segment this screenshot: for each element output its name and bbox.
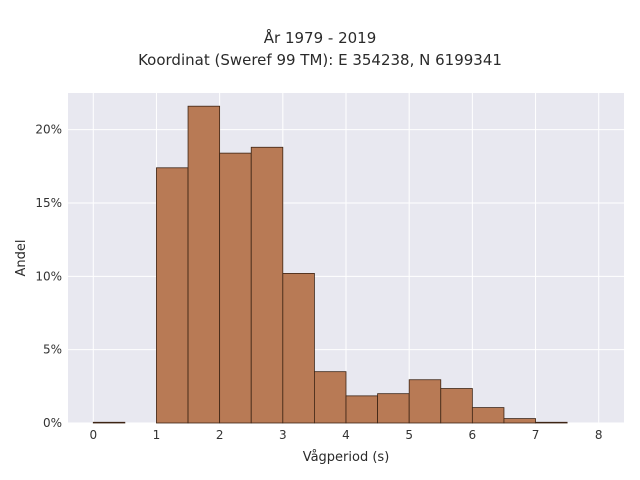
x-tick-label: 2 [216, 428, 224, 442]
histogram-bar [377, 393, 410, 424]
histogram-bar [156, 167, 189, 424]
histogram-bar [187, 105, 221, 424]
histogram-bar [471, 407, 505, 424]
histogram-bar [440, 388, 473, 424]
histogram-bar [250, 146, 284, 424]
histogram-bar [503, 418, 536, 424]
y-tick-label: 10% [35, 269, 62, 283]
histogram-bar [92, 421, 126, 424]
x-tick-label: 3 [279, 428, 287, 442]
histogram-bar [535, 421, 568, 424]
chart-subtitle: Koordinat (Sweref 99 TM): E 354238, N 61… [138, 51, 502, 69]
histogram-bar [314, 371, 347, 424]
y-tick-label: 15% [35, 196, 62, 210]
bars-group [92, 105, 568, 424]
y-axis-ticks: 0% 5% 10% 15% 20% [35, 123, 62, 430]
x-tick-label: 5 [405, 428, 413, 442]
y-tick-label: 20% [35, 123, 62, 137]
x-tick-label: 6 [469, 428, 477, 442]
x-axis-ticks: 0 1 2 3 4 5 6 7 8 [89, 428, 602, 442]
histogram-bar [219, 152, 252, 424]
x-axis-label: Vågperiod (s) [303, 450, 390, 465]
x-tick-label: 8 [595, 428, 603, 442]
y-axis-label: Andel [14, 240, 29, 277]
chart-title: År 1979 - 2019 [263, 29, 377, 47]
y-tick-label: 5% [43, 343, 62, 357]
x-tick-label: 1 [153, 428, 161, 442]
x-tick-label: 7 [532, 428, 540, 442]
histogram-bar [408, 379, 442, 424]
histogram-bar [282, 272, 315, 424]
histogram-bar [345, 395, 378, 424]
x-tick-label: 0 [89, 428, 97, 442]
x-tick-label: 4 [342, 428, 350, 442]
y-tick-label: 0% [43, 416, 62, 430]
